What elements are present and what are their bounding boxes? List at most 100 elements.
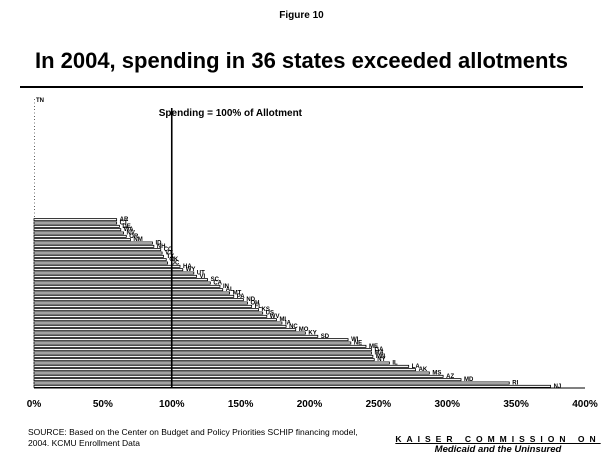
bar: [33, 278, 208, 282]
x-tick-label: 0%: [27, 399, 42, 410]
bar: [33, 361, 390, 365]
bar: [33, 248, 162, 252]
bar: [33, 358, 375, 362]
bar: [33, 261, 169, 265]
bar-label: RI: [512, 381, 518, 387]
bar-label: ME: [369, 344, 378, 350]
bar: [33, 384, 551, 388]
bar: [33, 254, 164, 258]
bar: [33, 281, 211, 285]
bar-label: FL: [255, 304, 263, 310]
bar: [33, 301, 248, 305]
bar: [33, 258, 167, 262]
bar-label: MA: [374, 351, 384, 357]
x-tick-label: 150%: [228, 399, 254, 410]
title-rule: [20, 86, 583, 88]
bar-label: WY: [186, 267, 196, 273]
bar-label: CA: [213, 281, 222, 287]
bar: [33, 238, 131, 242]
bar: [33, 308, 259, 312]
bar-label: MD: [464, 377, 474, 383]
chart-title: In 2004, spending in 36 states exceeded …: [34, 48, 569, 73]
reference-line-label: Spending = 100% of Allotment: [159, 108, 303, 119]
bar: [33, 321, 283, 325]
bar: [33, 371, 430, 375]
bar-label: MI: [279, 317, 286, 323]
bar: [33, 224, 120, 228]
bar-label: MN: [376, 354, 385, 360]
x-tick-label: 100%: [159, 399, 185, 410]
bar: [33, 251, 163, 255]
bar-label: IL: [392, 361, 398, 367]
bar-label: SD: [321, 334, 330, 340]
bar-label: PA: [237, 294, 246, 300]
bar: [33, 304, 253, 308]
bar: [33, 274, 197, 278]
bar-label: TX: [166, 254, 174, 260]
bar: [33, 311, 264, 315]
bar: [33, 341, 352, 345]
bar-label: MS: [432, 371, 441, 377]
bar: [33, 378, 462, 382]
bar: [33, 374, 444, 378]
bar-label: AK: [419, 367, 428, 373]
bar-label: KY: [308, 331, 316, 337]
bar-label: OK: [169, 257, 179, 263]
bar-label: ND: [246, 297, 255, 303]
bar-label: WV: [270, 314, 280, 320]
x-tick-label: 50%: [93, 399, 113, 410]
bar-label: KS: [262, 307, 270, 313]
source-note: SOURCE: Based on the Center on Budget an…: [28, 427, 358, 448]
bar: [33, 338, 349, 342]
bar-label: ID: [155, 241, 162, 247]
bar-label: VI: [200, 274, 206, 280]
bar-label: NY: [377, 357, 385, 363]
bar: [33, 351, 372, 355]
bar-label: CT: [120, 221, 128, 227]
bar: [33, 231, 124, 235]
bar-label: SC: [211, 277, 220, 283]
bar-label: NJ: [554, 384, 562, 390]
x-tick-label: 350%: [503, 399, 529, 410]
bar-label: WI: [351, 337, 359, 343]
bar-label: DC: [171, 261, 180, 267]
bar: [33, 354, 374, 358]
bar: [33, 271, 195, 275]
bar: [33, 234, 127, 238]
bar-label: HA: [183, 264, 192, 270]
bar-label: OH: [251, 301, 260, 307]
bar-label: MO: [299, 327, 309, 333]
x-tick-label: 200%: [297, 399, 323, 410]
bar: [33, 331, 306, 335]
bar: [33, 291, 231, 295]
bar: [33, 318, 277, 322]
bar: [33, 228, 122, 232]
bar: [33, 364, 410, 368]
x-tick-label: 250%: [366, 399, 392, 410]
bar-label: NV: [127, 231, 135, 237]
bar: [33, 298, 244, 302]
bar-label: AR: [120, 217, 129, 223]
bar-label: NH: [157, 244, 166, 250]
bar-label-first: TN: [36, 98, 44, 104]
bar-label: AZ: [446, 374, 454, 380]
bar-label: GA: [374, 347, 384, 353]
bar: [33, 284, 221, 288]
bar-label: WA: [124, 227, 134, 233]
bar-label: AL: [226, 287, 234, 293]
bar-label: MT: [233, 291, 242, 297]
bar: [33, 241, 153, 245]
bar-label: NM: [133, 237, 142, 243]
bar: [33, 244, 155, 248]
bar: [33, 218, 118, 222]
bar-label: IA: [285, 321, 292, 327]
kaiser-logo: KAISER COMMISSION ON Medicaid and the Un…: [394, 434, 602, 455]
bar: [33, 268, 184, 272]
bar-label: VT: [165, 251, 173, 257]
bar: [33, 264, 181, 268]
bar: [33, 324, 287, 328]
bar: [33, 368, 416, 372]
bar: [33, 288, 224, 292]
x-tick-label: 400%: [572, 399, 598, 410]
